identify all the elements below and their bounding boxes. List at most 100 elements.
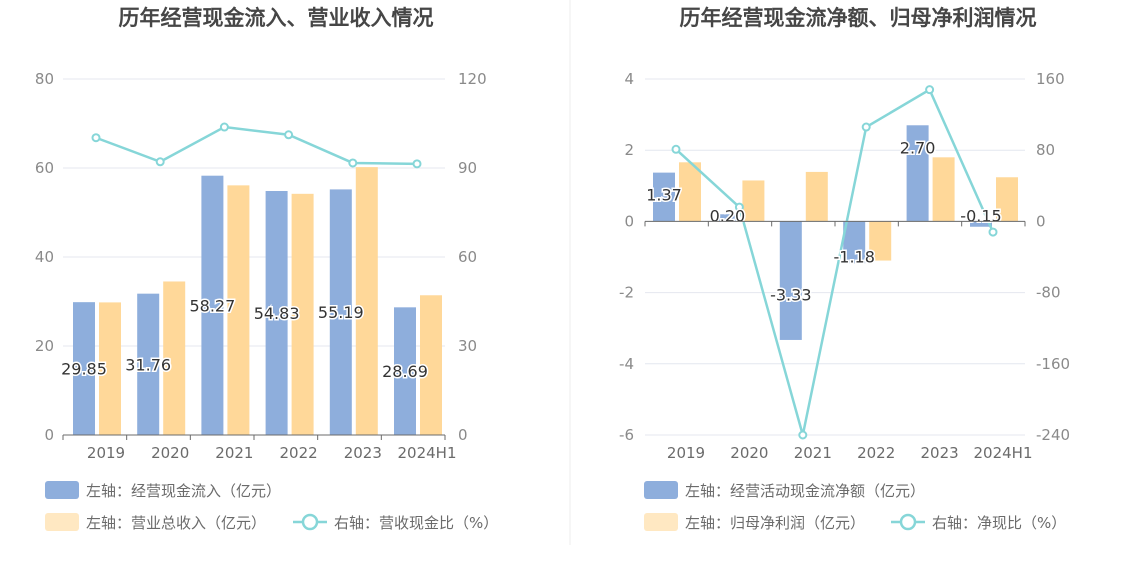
chart-title: 历年经营现金流入、营业收入情况	[119, 6, 434, 30]
y-right-tick-label: 80	[1036, 141, 1055, 159]
legend-label-net-profit[interactable]: 左轴：归母净利润（亿元）	[685, 514, 865, 532]
line-net-ratio	[675, 87, 995, 436]
x-tick-label: 2023	[921, 444, 959, 462]
bar-cash-inflow[interactable]	[73, 302, 95, 435]
line-point[interactable]	[91, 133, 101, 143]
bar-data-label: 31.76	[125, 355, 171, 374]
x-tick-label: 2019	[667, 444, 705, 462]
bar-net-profit[interactable]	[679, 162, 701, 222]
x-tick-label: 2022	[280, 444, 318, 462]
y-left-tick-label: -4	[619, 355, 634, 373]
bar-net-cashflow[interactable]	[970, 221, 992, 227]
y-right-tick-label: 160	[1036, 70, 1065, 88]
legend-swatch-cash-inflow	[45, 481, 79, 499]
line-point[interactable]	[925, 85, 935, 95]
legend-label-net-ratio[interactable]: 右轴：净现比（%）	[932, 514, 1066, 532]
bar-cash-inflow[interactable]	[394, 307, 416, 435]
y-right-tick-label: 60	[458, 248, 477, 266]
line-point[interactable]	[671, 144, 681, 154]
y-left-tick-label: -2	[619, 284, 634, 302]
x-tick-label: 2020	[730, 444, 768, 462]
bar-data-label: -3.33	[770, 286, 811, 305]
bar-data-label: 29.85	[61, 360, 107, 379]
bar-net-profit[interactable]	[932, 157, 955, 222]
bar-net-cashflow[interactable]	[779, 221, 802, 340]
y-right-tick-label: -80	[1036, 284, 1061, 302]
y-right-tick-label: 0	[1036, 212, 1046, 230]
bar-data-label: 54.83	[254, 304, 300, 323]
bar-cash-inflow[interactable]	[201, 175, 224, 436]
line-point[interactable]	[219, 122, 229, 132]
line-point[interactable]	[988, 227, 998, 237]
bar-data-label: 58.27	[189, 296, 235, 315]
bar-data-label: 2.70	[900, 138, 936, 157]
y-left-tick-label: 0	[44, 426, 54, 444]
bar-data-label: -1.18	[833, 247, 874, 266]
bar-data-label: 28.69	[382, 362, 428, 381]
line-point[interactable]	[284, 130, 294, 140]
x-tick-label: 2019	[87, 444, 125, 462]
y-left-tick-label: 0	[624, 212, 634, 230]
y-right-tick-label: 0	[458, 426, 468, 444]
bar-net-cashflow[interactable]	[716, 214, 739, 222]
x-tick-label: 2024H1	[398, 444, 457, 462]
bar-net-cashflow[interactable]	[653, 172, 675, 222]
bar-data-label: 1.37	[646, 186, 682, 205]
chart-net-cashflow-profit: 历年经营现金流净额、归母净利润情况 1.37 0.20 -3.33 -1.18 2.70…	[619, 6, 1070, 532]
bar-net-profit[interactable]	[742, 180, 765, 222]
y-right-tick-label: 90	[458, 159, 477, 177]
x-tick-label: 2021	[215, 444, 253, 462]
legend-label-net-cashflow[interactable]: 左轴：经营活动现金流净额（亿元）	[685, 482, 925, 500]
y-left-tick-label: 2	[624, 141, 634, 159]
bar-cash-inflow[interactable]	[265, 191, 288, 435]
line-point[interactable]	[798, 430, 808, 440]
y-left-tick-label: 80	[35, 70, 54, 88]
x-tick-label: 2021	[794, 444, 832, 462]
bar-cash-inflow[interactable]	[137, 293, 160, 435]
legend-marker-net-ratio	[899, 513, 917, 531]
bar-revenue[interactable]	[227, 185, 250, 435]
bar-net-cashflow[interactable]	[906, 125, 929, 222]
x-tick-label: 2020	[151, 444, 189, 462]
y-right-tick-label: 30	[458, 337, 477, 355]
bar-revenue[interactable]	[163, 281, 186, 435]
y-left-tick-label: -6	[619, 426, 634, 444]
line-point[interactable]	[861, 122, 871, 132]
legend: 左轴：经营活动现金流净额（亿元） 左轴：归母净利润（亿元） 右轴：净现比（%）	[644, 481, 1066, 532]
y-right-tick-label: -160	[1036, 355, 1070, 373]
x-tick-label: 2022	[857, 444, 895, 462]
chart-cash-inflow-revenue: 历年经营现金流入、营业收入情况 29.85 31.76 58.27 54.83 55.1…	[35, 6, 498, 532]
bar-net-cashflow[interactable]	[843, 221, 866, 264]
line-point[interactable]	[155, 157, 165, 167]
chart-title: 历年经营现金流净额、归母净利润情况	[680, 6, 1037, 30]
legend-swatch-net-profit	[644, 513, 678, 531]
bar-revenue[interactable]	[420, 295, 442, 435]
y-left-tick-label: 4	[624, 70, 634, 88]
legend-label-cash-inflow[interactable]: 左轴：经营现金流入（亿元）	[86, 482, 281, 500]
x-tick-label: 2023	[344, 444, 382, 462]
y-left-tick-label: 40	[35, 248, 54, 266]
legend-swatch-net-cashflow	[644, 481, 678, 499]
bar-revenue[interactable]	[291, 193, 314, 435]
bar-net-profit[interactable]	[996, 177, 1018, 222]
bar-revenue[interactable]	[99, 302, 121, 435]
bar-net-profit[interactable]	[869, 221, 892, 261]
bar-data-label: -0.15	[960, 206, 1001, 225]
y-right-tick-label: 120	[458, 70, 487, 88]
line-point[interactable]	[734, 202, 744, 212]
x-tick-label: 2024H1	[974, 444, 1033, 462]
legend-swatch-revenue	[45, 513, 79, 531]
legend-label-revenue[interactable]: 左轴：营业总收入（亿元）	[86, 514, 266, 532]
line-ratio	[95, 125, 418, 166]
legend: 左轴：经营现金流入（亿元） 左轴：营业总收入（亿元） 右轴：营收现金比（%）	[45, 481, 498, 532]
bar-revenue[interactable]	[355, 167, 378, 436]
bar-net-profit[interactable]	[805, 171, 828, 222]
legend-label-ratio[interactable]: 右轴：营收现金比（%）	[334, 514, 498, 532]
line-point[interactable]	[412, 159, 422, 169]
bar-cash-inflow[interactable]	[329, 189, 352, 435]
y-left-tick-label: 20	[35, 337, 54, 355]
line-point[interactable]	[348, 158, 358, 168]
bar-data-label: 0.20	[710, 206, 746, 225]
